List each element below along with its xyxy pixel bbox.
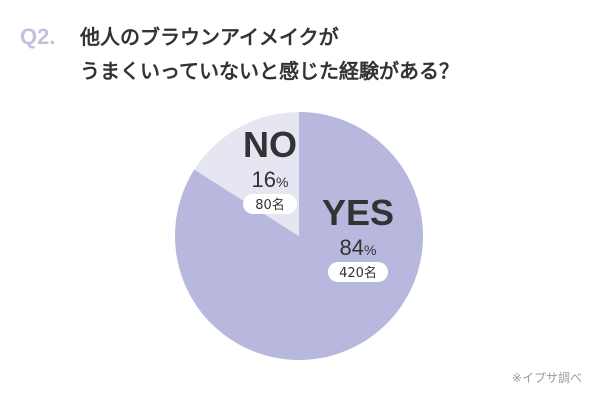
slice-percent-no: 16% — [252, 167, 289, 192]
question-text: 他人のブラウンアイメイクが うまくいっていないと感じた経験がある？ — [80, 20, 459, 88]
question-line-1: 他人のブラウンアイメイクが — [80, 25, 339, 49]
slice-label-no: NO — [243, 124, 297, 165]
question-line-2: うまくいっていないと感じた経験がある？ — [80, 59, 459, 83]
slice-label-yes: YES — [322, 192, 394, 233]
question-number: Q2. — [20, 24, 56, 49]
slice-count-no: 80名 — [255, 197, 285, 213]
source-note: ※イプサ調べ — [511, 371, 582, 385]
pie-slice-yes — [174, 112, 423, 360]
count-pill-yes — [328, 262, 388, 282]
question-heading: Q2. 他人のブラウンアイメイクが うまくいっていないと感じた経験がある？ — [20, 20, 459, 88]
count-pill-no — [243, 194, 297, 214]
slice-percent-yes: 84% — [340, 235, 377, 260]
slice-count-yes: 420名 — [339, 265, 377, 281]
